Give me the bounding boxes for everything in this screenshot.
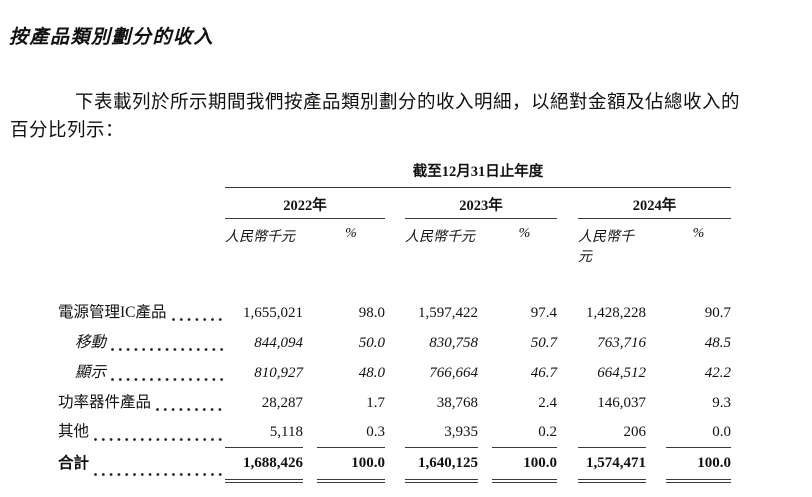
amount-2022-cell: 810,927 (254, 365, 303, 381)
intro-line-2: 百分比列示： (10, 121, 125, 141)
percent-2023-cell: 46.7 (530, 365, 557, 381)
percent-2023-cell: 97.4 (530, 305, 557, 321)
dot-leader (111, 378, 224, 381)
percent-2024-cell: 9.3 (712, 395, 731, 411)
table-span-header-row: 截至12月31日止年度 (58, 160, 731, 188)
col-header-percent-2023: % (518, 226, 531, 241)
row-label: 電源管理IC產品 (58, 304, 167, 321)
percent-2023-cell: 50.7 (530, 335, 557, 351)
table-row: 移動 844,094 50.0 830,758 50.7 763,716 48.… (58, 328, 731, 358)
percent-2023-cell: 0.2 (492, 418, 557, 448)
intro-line-1: 下表載列於所示期間我們按產品類別劃分的收入明細，以絕對金額及佔總收入的 (75, 92, 741, 113)
amount-2023-cell: 1,640,125 (405, 448, 478, 483)
percent-2022-cell: 48.0 (358, 365, 385, 381)
amount-2024-cell: 664,512 (597, 365, 646, 381)
year-header-2023: 2023年 (405, 188, 557, 219)
percent-2024-cell: 42.2 (704, 365, 731, 381)
amount-2023-cell: 38,768 (436, 395, 478, 411)
row-label: 其他 (58, 423, 90, 440)
intro-paragraph: 下表載列於所示期間我們按產品類別劃分的收入明細，以絕對金額及佔總收入的 百分比列… (10, 89, 750, 146)
col-header-amount-2023: 人民幣千元 (405, 230, 475, 245)
percent-2024-cell: 0.0 (666, 418, 731, 448)
table-row: 功率器件產品 28,287 1.7 38,768 2.4 146,037 9.3 (58, 388, 731, 418)
amount-2022-cell: 844,094 (254, 335, 303, 351)
table-row: 顯示 810,927 48.0 766,664 46.7 664,512 42.… (58, 358, 731, 388)
amount-2022-cell: 28,287 (261, 395, 303, 411)
col-header-amount-2024: 人民幣千元 (578, 230, 634, 265)
span-header-year-ended: 截至12月31日止年度 (225, 160, 731, 188)
amount-2022-cell: 1,655,021 (243, 305, 303, 321)
row-label-cell: 其他 (58, 418, 225, 448)
row-label: 移動 (75, 334, 107, 351)
dot-leader (156, 408, 224, 411)
revenue-by-product-table: 截至12月31日止年度 2022年 2023年 2024年 人民幣千元 % 人民… (58, 160, 731, 483)
percent-2024-cell: 100.0 (666, 448, 731, 483)
percent-2022-cell: 50.0 (358, 335, 385, 351)
dot-leader (171, 318, 224, 321)
col-header-percent-2024: % (692, 226, 705, 241)
table-row: 電源管理IC產品 1,655,021 98.0 1,597,422 97.4 1… (58, 298, 731, 328)
percent-2023-cell: 100.0 (492, 448, 557, 483)
amount-2024-cell: 1,428,228 (586, 305, 646, 321)
amount-2023-cell: 3,935 (405, 418, 478, 448)
percent-2022-cell: 0.3 (317, 418, 385, 448)
row-label-cell: 移動 (58, 328, 225, 358)
percent-2024-cell: 48.5 (704, 335, 731, 351)
percent-2023-cell: 2.4 (538, 395, 557, 411)
col-header-percent-2022: % (345, 226, 357, 241)
percent-2024-cell: 90.7 (704, 305, 731, 321)
amount-2023-cell: 830,758 (429, 335, 478, 351)
dot-leader (111, 348, 224, 351)
table-row: 合計 1,688,426 100.0 1,640,125 100.0 1,574… (58, 448, 731, 483)
percent-2022-cell: 98.0 (358, 305, 385, 321)
amount-2024-cell: 206 (578, 418, 646, 448)
percent-2022-cell: 1.7 (366, 395, 385, 411)
dot-leader (94, 473, 224, 476)
row-label: 功率器件產品 (58, 394, 152, 411)
year-header-2024: 2024年 (578, 188, 731, 219)
row-label: 顯示 (75, 364, 107, 381)
amount-2024-cell: 146,037 (597, 395, 646, 411)
amount-2024-cell: 1,574,471 (578, 448, 646, 483)
row-label-cell: 合計 (58, 448, 225, 483)
amount-2022-cell: 5,118 (225, 418, 303, 448)
row-label-cell: 功率器件產品 (58, 388, 225, 418)
percent-2022-cell: 100.0 (317, 448, 385, 483)
table-year-header-row: 2022年 2023年 2024年 (58, 188, 731, 219)
row-label: 合計 (58, 455, 90, 472)
amount-2022-cell: 1,688,426 (225, 448, 303, 483)
amount-2023-cell: 1,597,422 (418, 305, 478, 321)
dot-leader (94, 438, 224, 441)
table-row: 其他 5,118 0.3 3,935 0.2 206 0.0 (58, 418, 731, 448)
amount-2023-cell: 766,664 (429, 365, 478, 381)
col-header-amount-2022: 人民幣千元 (225, 230, 295, 245)
table-column-header-row: 人民幣千元 % 人民幣千元 % 人民幣千元 % (58, 219, 731, 266)
table-body: 電源管理IC產品 1,655,021 98.0 1,597,422 97.4 1… (58, 298, 731, 483)
year-header-2022: 2022年 (225, 188, 385, 219)
amount-2024-cell: 763,716 (597, 335, 646, 351)
row-label-cell: 電源管理IC產品 (58, 298, 225, 328)
page-title: 按產品類別劃分的收入 (9, 26, 215, 48)
row-label-cell: 顯示 (58, 358, 225, 388)
